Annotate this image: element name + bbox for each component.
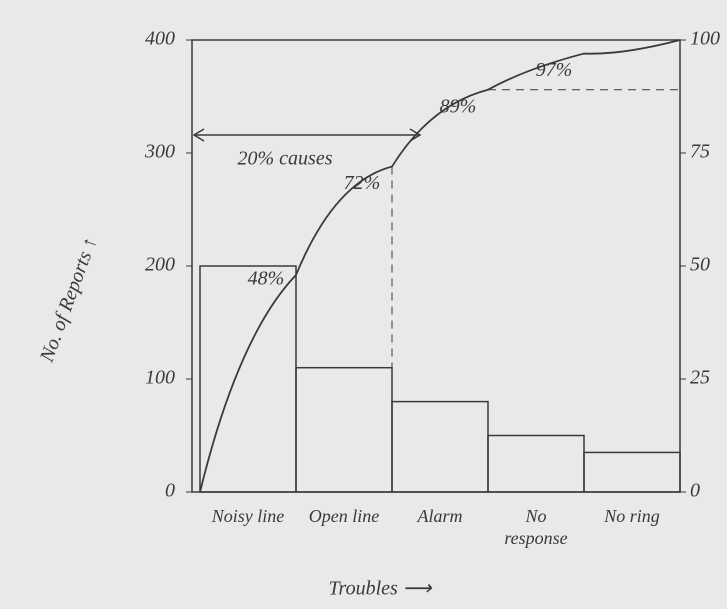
y2-tick-label: 25 <box>690 367 710 389</box>
bar <box>584 452 680 492</box>
y-tick-label: 400 <box>145 28 175 50</box>
x-axis-label: Troubles ⟶ <box>329 578 433 600</box>
value-label: 48% <box>248 268 285 290</box>
chart-page: No. of Reports ↑ Troubles ⟶ 20% causes 0… <box>0 0 727 609</box>
bar <box>488 436 584 493</box>
y2-tick-label: 50 <box>690 254 710 276</box>
y-tick-label: 0 <box>165 480 175 502</box>
y2-tick-label: 0 <box>690 480 700 502</box>
bar <box>200 266 296 492</box>
y2-tick-label: 100 <box>690 28 720 50</box>
value-label: 89% <box>440 95 477 117</box>
x-tick-label: No response <box>496 505 576 549</box>
x-tick-label: Noisy line <box>208 505 288 527</box>
bar <box>392 402 488 492</box>
y-axis-label: No. of Reports ↑ <box>36 234 102 366</box>
bar <box>296 368 392 492</box>
y2-tick-label: 75 <box>690 141 710 163</box>
y-tick-label: 300 <box>144 141 175 163</box>
y-tick-label: 200 <box>145 254 175 276</box>
x-tick-label: No ring <box>592 505 672 527</box>
x-tick-label: Open line <box>304 505 384 527</box>
x-tick-label: Alarm <box>400 505 480 527</box>
y-tick-label: 100 <box>145 367 175 389</box>
annotation: 20% causes <box>238 148 333 170</box>
